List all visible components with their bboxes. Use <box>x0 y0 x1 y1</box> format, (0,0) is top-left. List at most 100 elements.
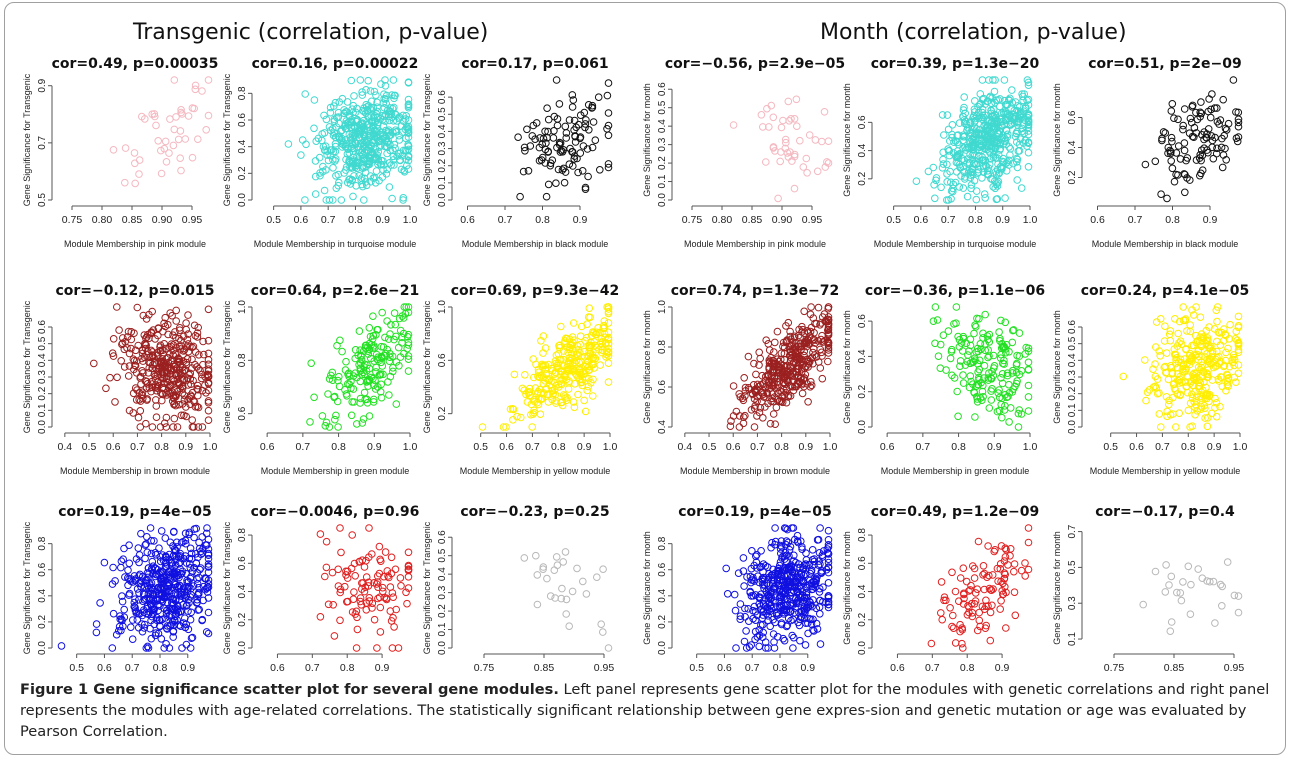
y-tick-label: 0.4 <box>237 139 248 153</box>
data-point <box>986 405 993 412</box>
data-point <box>149 558 156 565</box>
y-tick-label: 0.5 <box>37 336 48 350</box>
data-point <box>1025 566 1032 573</box>
data-point <box>391 310 398 317</box>
y-tick-label: 0.2 <box>237 166 248 180</box>
data-point <box>137 408 144 415</box>
data-point <box>772 525 779 532</box>
x-tick-label: 0.75 <box>474 662 495 674</box>
data-point <box>302 91 309 98</box>
data-point <box>1166 401 1173 408</box>
data-point <box>949 623 956 630</box>
data-point <box>174 539 181 546</box>
data-point <box>809 547 816 554</box>
data-point <box>1176 410 1183 417</box>
data-point <box>311 394 318 401</box>
data-point <box>1225 345 1232 352</box>
data-point <box>1160 129 1167 136</box>
x-tick-label: 0.9 <box>800 662 815 674</box>
data-point <box>949 569 956 576</box>
data-point <box>144 534 151 541</box>
data-point <box>149 424 156 431</box>
data-point <box>361 564 368 571</box>
data-point <box>391 624 398 631</box>
data-point <box>1025 539 1032 546</box>
y-tick-label: 0.0 <box>857 420 868 434</box>
data-point <box>107 374 114 381</box>
data-point <box>1172 316 1179 323</box>
data-point <box>312 173 319 180</box>
x-tick-label: 0.7 <box>750 441 765 453</box>
data-point <box>129 636 136 643</box>
data-point <box>194 334 201 341</box>
y-axis-label: Gene Significance for month <box>642 310 652 424</box>
figure-caption: Figure 1 Gene significance scatter plot … <box>20 679 1272 742</box>
data-point <box>953 304 960 311</box>
data-point <box>1178 597 1185 604</box>
data-point <box>128 624 135 631</box>
plot-title: cor=−0.56, p=2.9e−05 <box>665 56 845 72</box>
x-tick-label: 0.9 <box>179 441 194 453</box>
y-tick-label: 0.2 <box>437 604 448 618</box>
data-point <box>740 555 747 562</box>
data-point <box>171 126 178 133</box>
x-tick-label: 0.80 <box>712 214 733 226</box>
y-tick-label: 0.6 <box>237 113 248 127</box>
y-tick-label: 0.2 <box>857 612 868 626</box>
data-point <box>360 416 367 423</box>
scatter-plot-10: cor=0.74, p=1.3e−720.4 0.5 0.6 0.7 0.8 0.9 1.0… <box>642 283 839 476</box>
y-tick-label: 0.8 <box>37 536 48 550</box>
data-point <box>1163 350 1170 357</box>
data-point <box>1184 389 1191 396</box>
data-point <box>771 349 778 356</box>
data-point <box>155 138 162 145</box>
x-tick-label: 0.6 <box>880 441 895 453</box>
data-point <box>766 347 773 354</box>
data-point <box>1206 96 1213 103</box>
data-point <box>109 645 116 652</box>
data-point <box>392 566 399 573</box>
data-point <box>583 591 590 598</box>
data-point <box>333 412 340 419</box>
x-tick-label: 0.9 <box>367 441 382 453</box>
y-axis-label: Gene Significance for Transgenic <box>22 300 32 433</box>
data-point <box>971 330 978 337</box>
data-point <box>1235 609 1242 616</box>
data-point <box>605 360 612 367</box>
y-tick-label: 0.6 <box>37 562 48 576</box>
data-point <box>964 193 971 200</box>
data-point <box>960 372 967 379</box>
data-point <box>338 549 345 556</box>
plot-title: cor=0.49, p=0.00035 <box>52 56 219 72</box>
data-point <box>1181 147 1188 154</box>
y-tick-label: 0.0 <box>437 641 448 655</box>
y-tick-label: 0.2 <box>857 171 868 185</box>
data-point <box>1175 330 1182 337</box>
x-tick-label: 0.85 <box>122 214 143 226</box>
data-point <box>1005 562 1012 569</box>
x-tick-label: 0.6 <box>460 214 475 226</box>
data-point <box>756 643 763 650</box>
data-point <box>817 641 824 648</box>
data-point <box>605 132 612 139</box>
data-point <box>935 353 942 360</box>
x-tick-label: 0.5 <box>82 441 97 453</box>
x-axis-label: Module Membership in brown module <box>680 466 830 476</box>
data-point <box>562 549 569 556</box>
data-point <box>545 181 552 188</box>
data-point <box>1018 185 1025 192</box>
data-point <box>114 374 121 381</box>
x-tick-label: 0.7 <box>321 214 336 226</box>
data-point <box>101 559 108 566</box>
data-point <box>303 141 310 148</box>
data-point <box>1195 566 1202 573</box>
data-point <box>1180 304 1187 311</box>
data-point <box>405 574 412 581</box>
data-point <box>1142 161 1149 168</box>
y-axis-label: Gene Significance for Transgenic <box>222 521 232 654</box>
data-point <box>821 109 828 116</box>
data-point <box>387 608 394 615</box>
data-point <box>298 152 305 159</box>
y-tick-label: 0.5 <box>437 548 448 562</box>
data-point <box>147 525 154 532</box>
